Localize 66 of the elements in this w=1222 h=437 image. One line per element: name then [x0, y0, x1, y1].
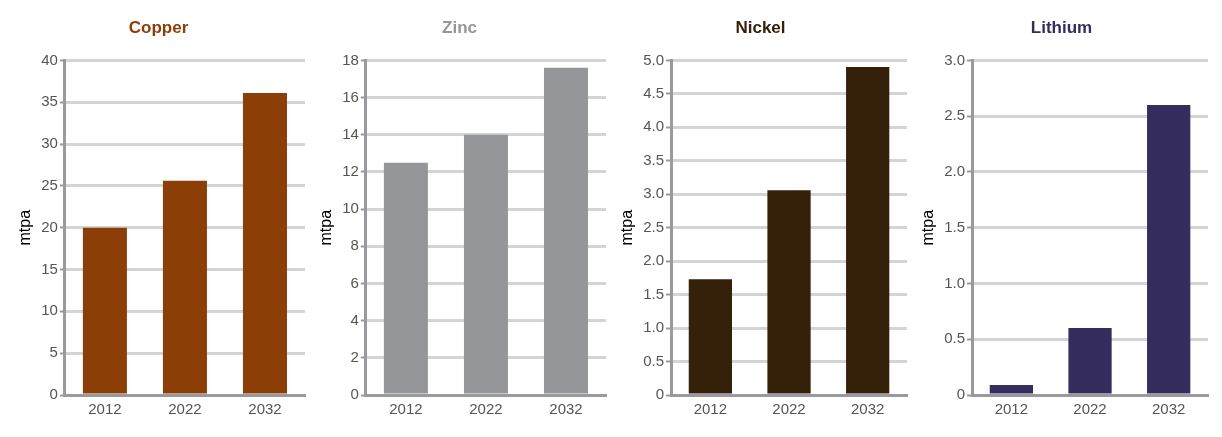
- chart-title: Lithium: [1030, 17, 1093, 37]
- x-tick-label: 2012: [389, 400, 423, 418]
- y-tick-label: 6: [350, 273, 359, 291]
- bar: [242, 93, 287, 394]
- y-tick-label: 25: [41, 176, 58, 194]
- chart-title: Copper: [128, 17, 189, 37]
- bar: [688, 279, 733, 394]
- y-tick-label: 14: [342, 124, 359, 142]
- chart-title: Nickel: [735, 17, 786, 37]
- x-tick-label: 2022: [469, 400, 503, 418]
- y-tick-label: 0.5: [944, 329, 966, 347]
- y-tick-label: 10: [41, 301, 58, 319]
- y-tick-label: 0: [956, 385, 966, 403]
- x-tick-label: 2012: [994, 400, 1029, 418]
- y-tick-label: 1.5: [944, 217, 966, 235]
- y-tick-label: 0: [49, 385, 58, 403]
- y-tick-label: 15: [41, 259, 58, 277]
- y-axis-title: mtpa: [919, 209, 937, 246]
- x-tick-label: 2032: [248, 400, 282, 418]
- y-tick-label: 3.0: [643, 184, 665, 202]
- bar: [846, 67, 890, 394]
- x-tick-label: 2032: [549, 400, 583, 418]
- y-tick-label: 3.5: [643, 150, 665, 168]
- x-tick-label: 2012: [693, 400, 728, 418]
- x-tick-label: 2012: [88, 400, 122, 418]
- y-tick-label: 4: [350, 310, 359, 328]
- bar: [162, 180, 207, 394]
- y-tick-label: 18: [342, 50, 359, 68]
- y-axis-title: mtpa: [317, 209, 335, 246]
- y-tick-label: 1.0: [643, 318, 665, 336]
- y-tick-label: 4.0: [643, 117, 665, 135]
- y-tick-label: 2: [350, 347, 359, 365]
- bar: [82, 227, 127, 394]
- y-tick-label: 8: [350, 236, 359, 254]
- y-tick-label: 10: [342, 199, 359, 217]
- y-tick-label: 3.0: [944, 50, 966, 68]
- y-tick-label: 20: [41, 217, 58, 235]
- y-tick-label: 35: [41, 92, 58, 110]
- y-tick-label: 2.5: [944, 106, 966, 124]
- y-tick-label: 30: [41, 134, 58, 152]
- y-axis-title: mtpa: [16, 209, 34, 246]
- y-tick-label: 0: [655, 385, 665, 403]
- chart-title: Zinc: [442, 17, 477, 37]
- y-axis-title: mtpa: [618, 209, 636, 246]
- y-tick-label: 2.5: [643, 217, 665, 235]
- y-tick-label: 0.5: [643, 351, 665, 369]
- x-tick-label: 2022: [168, 400, 202, 418]
- bar: [1147, 105, 1191, 394]
- y-tick-label: 1.5: [643, 284, 665, 302]
- y-tick-label: 5: [49, 343, 58, 361]
- y-tick-label: 12: [342, 162, 359, 180]
- y-tick-label: 40: [41, 50, 58, 68]
- y-tick-label: 16: [342, 87, 359, 105]
- bar: [1068, 328, 1112, 394]
- y-tick-label: 2.0: [944, 162, 966, 180]
- y-tick-label: 0: [350, 385, 359, 403]
- x-tick-label: 2032: [1151, 400, 1186, 418]
- y-tick-label: 2.0: [643, 251, 665, 269]
- y-tick-label: 1.0: [944, 273, 966, 291]
- bar: [989, 384, 1034, 394]
- x-tick-label: 2032: [850, 400, 885, 418]
- y-tick-label: 5.0: [643, 50, 665, 68]
- y-tick-label: 4.5: [643, 84, 665, 101]
- x-tick-label: 2022: [1073, 400, 1107, 418]
- bar: [767, 190, 811, 394]
- x-tick-label: 2022: [772, 400, 806, 418]
